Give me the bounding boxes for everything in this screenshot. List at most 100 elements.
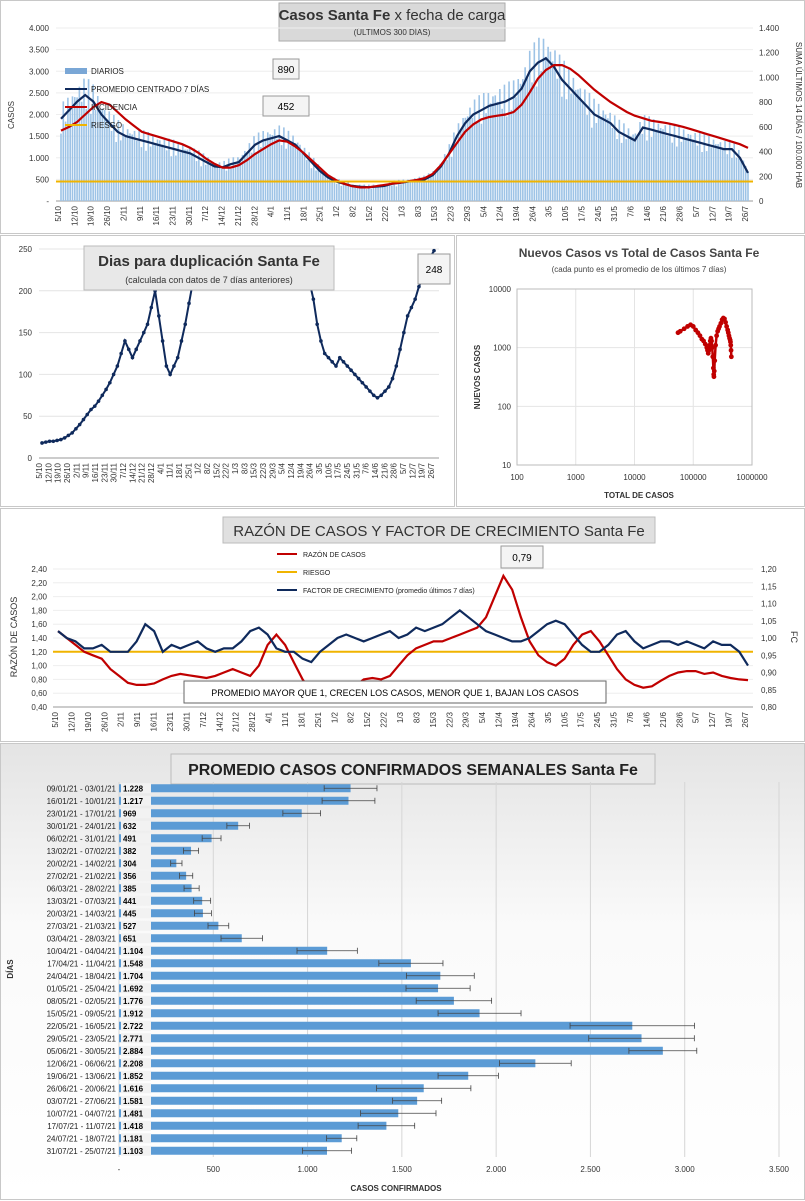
doubling-line-seg-1 bbox=[308, 250, 435, 400]
daily-bar bbox=[473, 99, 476, 201]
daily-bar bbox=[188, 147, 191, 201]
daily-bar bbox=[340, 185, 343, 201]
daily-bar bbox=[246, 153, 248, 201]
xtick-40: 12/7 bbox=[708, 205, 717, 221]
xtick-22: 8/3 bbox=[412, 711, 421, 723]
daily-bar bbox=[731, 157, 733, 201]
category-label-16: 01/05/21 - 25/04/21 bbox=[47, 984, 117, 993]
callout-452: 452 bbox=[278, 102, 295, 113]
chart-subtitle: (calculada con datos de 7 días anteriore… bbox=[125, 275, 293, 285]
doubling-point bbox=[108, 380, 112, 385]
doubling-point bbox=[130, 355, 135, 360]
daily-bar bbox=[62, 101, 65, 201]
doubling-point bbox=[345, 364, 350, 368]
xtick-19: 15/2 bbox=[212, 462, 221, 478]
daily-bar bbox=[108, 111, 111, 201]
daily-bar bbox=[363, 184, 366, 201]
daily-bar bbox=[73, 97, 76, 201]
daily-bar bbox=[289, 145, 292, 201]
daily-bar bbox=[317, 164, 320, 201]
daily-bar bbox=[466, 116, 469, 201]
value-label-bg-4 bbox=[121, 833, 151, 844]
daily-bar bbox=[455, 144, 457, 201]
ytick-right-3: 0,95 bbox=[761, 651, 777, 660]
plot-frame bbox=[516, 288, 753, 466]
title-box bbox=[170, 753, 656, 785]
value-label-bg-14 bbox=[121, 958, 151, 969]
doubling-point bbox=[164, 364, 169, 368]
value-label-3: 632 bbox=[123, 822, 137, 831]
xtick-2: 19/10 bbox=[87, 205, 96, 226]
daily-bar bbox=[64, 121, 67, 201]
category-label-29: 31/07/21 - 25/07/21 bbox=[47, 1147, 117, 1156]
daily-bar bbox=[503, 84, 506, 201]
xtick-20: 22/2 bbox=[381, 205, 390, 221]
daily-bar bbox=[485, 113, 487, 201]
daily-bar bbox=[574, 89, 577, 201]
value-label-0: 1.228 bbox=[123, 784, 144, 793]
value-label-bg-13 bbox=[121, 945, 151, 956]
xtick-25: 29/3 bbox=[462, 711, 471, 727]
value-label-bg-26 bbox=[121, 1108, 151, 1119]
xtick-33: 24/5 bbox=[593, 711, 602, 727]
daily-bar bbox=[669, 123, 671, 201]
daily-bar bbox=[179, 152, 182, 201]
doubling-point bbox=[322, 351, 327, 356]
daily-bar bbox=[613, 115, 616, 201]
doubling-point bbox=[405, 314, 410, 318]
doubling-point bbox=[89, 407, 93, 412]
daily-bar bbox=[204, 164, 207, 201]
daily-bar bbox=[402, 179, 405, 201]
value-label-2: 969 bbox=[123, 809, 137, 818]
value-label-bg-9 bbox=[121, 895, 151, 906]
cases-daily-chart: Casos Santa Fe x fecha de carga (ÚLTIMOS … bbox=[7, 2, 803, 226]
xtick-35: 7/6 bbox=[362, 462, 371, 474]
xtick-26: 5/4 bbox=[478, 711, 487, 723]
value-label-24: 1.616 bbox=[123, 1084, 144, 1093]
daily-bar bbox=[453, 132, 455, 201]
ytick-3: 1.500 bbox=[29, 132, 50, 141]
daily-bar bbox=[129, 133, 131, 201]
value-label-bg-27 bbox=[121, 1120, 151, 1131]
ytick-right-1: 200 bbox=[759, 172, 773, 181]
doubling-point bbox=[115, 364, 120, 368]
xtick-2: 19/10 bbox=[54, 462, 63, 483]
doubling-point bbox=[334, 364, 338, 368]
callout-box-1 bbox=[272, 58, 300, 80]
xtick-38: 28/6 bbox=[390, 462, 399, 478]
doubling-point bbox=[47, 439, 52, 444]
daily-bar bbox=[377, 184, 379, 201]
daily-bar bbox=[646, 140, 648, 201]
daily-bar bbox=[184, 149, 186, 201]
daily-bar bbox=[331, 179, 333, 201]
daily-bar bbox=[685, 137, 687, 201]
ytick-8: 2,00 bbox=[31, 593, 47, 602]
ytick-right-6: 1.200 bbox=[759, 49, 780, 58]
daily-bar bbox=[457, 123, 460, 201]
value-label-4: 491 bbox=[123, 834, 137, 843]
doubling-point bbox=[368, 389, 372, 393]
ytick-0: - bbox=[46, 197, 49, 206]
legend-label-0: DIARIOS bbox=[91, 67, 124, 76]
daily-bar bbox=[294, 143, 297, 201]
daily-bar bbox=[292, 135, 294, 201]
scatter-point bbox=[711, 368, 717, 374]
xtick-41: 19/7 bbox=[725, 205, 734, 221]
daily-bar bbox=[69, 109, 71, 201]
category-label-7: 27/02/21 - 21/02/21 bbox=[47, 872, 117, 881]
doubling-point bbox=[141, 330, 146, 335]
doubling-point bbox=[179, 339, 184, 343]
xtick-8: 30/11 bbox=[185, 205, 194, 225]
legend-label-2: FACTOR DE CRECIMIENTO (promedio últimos … bbox=[303, 588, 475, 595]
daily-bar bbox=[425, 181, 428, 201]
daily-bar bbox=[122, 124, 124, 201]
daily-bar bbox=[666, 135, 669, 201]
daily-bar bbox=[639, 121, 641, 201]
daily-bar bbox=[593, 98, 595, 201]
bar-7 bbox=[119, 871, 187, 880]
daily-bar bbox=[517, 79, 520, 201]
daily-bar bbox=[308, 152, 310, 201]
doubling-point bbox=[96, 399, 101, 403]
daily-bar bbox=[379, 185, 382, 201]
daily-bar bbox=[85, 109, 88, 201]
